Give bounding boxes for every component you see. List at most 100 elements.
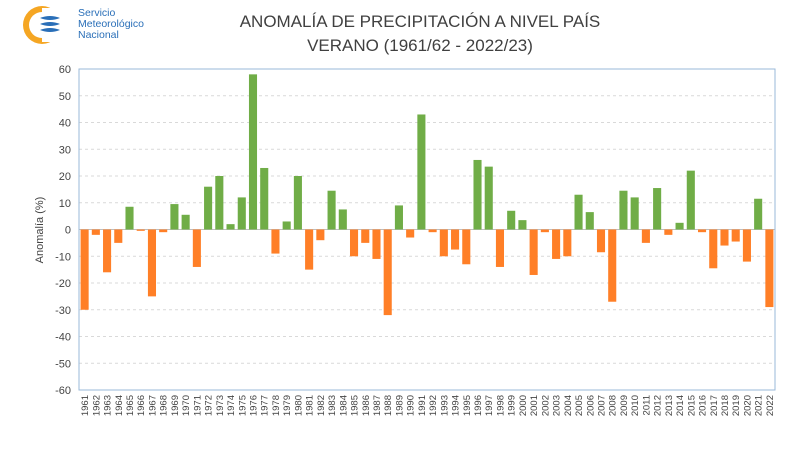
y-tick-label: 30: [59, 144, 71, 156]
x-axis-ticks: 1961 1962 1963 1964 1965 1966 1967 1968 1969 1970…: [80, 395, 776, 416]
bar-1985: [349, 229, 359, 257]
x-tick-label: 1996: [473, 395, 484, 416]
x-tick-label: 1977: [260, 395, 271, 416]
x-tick-label: 2003: [552, 395, 563, 416]
bar-1970: [181, 214, 190, 230]
x-tick-label: 2015: [686, 395, 697, 416]
x-tick-label: 2005: [574, 395, 585, 416]
x-tick-label: 1969: [170, 395, 181, 416]
x-tick-label: 1998: [495, 395, 506, 416]
bar-1969: [170, 204, 179, 230]
bar-2013: [664, 229, 673, 235]
bar-1965: [125, 206, 134, 230]
bar-2009: [619, 190, 628, 230]
y-tick-label: 60: [59, 64, 71, 76]
x-tick-label: 2014: [675, 395, 686, 416]
y-tick-label: -20: [55, 278, 71, 290]
bar-1995: [462, 229, 471, 265]
bar-2016: [697, 229, 707, 233]
bar-1977: [260, 167, 269, 230]
x-tick-label: 1997: [484, 395, 495, 416]
x-tick-label: 2000: [518, 395, 529, 416]
bar-1966: [136, 229, 145, 231]
x-tick-label: 1968: [159, 395, 170, 416]
y-tick-label: 40: [59, 118, 71, 130]
plot-area-frame: [78, 68, 776, 391]
y-tick-label: -10: [55, 251, 71, 263]
x-tick-label: 2013: [664, 395, 675, 416]
bar-1967: [147, 229, 157, 297]
x-tick-label: 1988: [383, 395, 394, 416]
x-tick-label: 1981: [305, 395, 316, 416]
x-tick-label: 1964: [114, 395, 125, 416]
x-tick-label: 2010: [630, 395, 641, 416]
y-tick-label: 50: [59, 91, 71, 103]
bars: [80, 74, 774, 316]
x-tick-label: 2017: [709, 395, 720, 416]
x-tick-label: 1986: [361, 395, 372, 416]
x-tick-label: 1961: [80, 395, 91, 416]
x-tick-label: 1982: [316, 395, 327, 416]
bar-2004: [563, 229, 572, 257]
y-axis-ticks: 60 50 40 30 20 10 0 -10 -20 -30 -40 -50 -60: [55, 64, 71, 397]
x-tick-label: 1985: [350, 395, 361, 416]
x-tick-label: 1991: [417, 395, 428, 416]
bar-2002: [540, 229, 549, 233]
bar-1975: [237, 197, 246, 230]
bar-2006: [585, 212, 594, 230]
x-tick-label: 1963: [103, 395, 114, 416]
y-tick-label: -60: [55, 385, 71, 397]
bar-1998: [495, 229, 505, 267]
bar-1984: [338, 209, 347, 230]
x-tick-label: 1978: [271, 395, 282, 416]
bar-2014: [675, 222, 684, 230]
x-tick-label: 2006: [585, 395, 596, 416]
bar-1991: [417, 114, 426, 230]
bar-1993: [439, 229, 448, 257]
y-tick-label: 10: [59, 198, 71, 210]
bar-1997: [484, 166, 493, 230]
bar-2007: [596, 229, 606, 253]
x-tick-label: 1971: [192, 395, 203, 416]
bar-2000: [518, 220, 527, 230]
bar-2005: [574, 194, 583, 230]
bar-1976: [248, 74, 258, 230]
bar-1974: [226, 224, 235, 230]
x-tick-label: 1995: [462, 395, 473, 416]
x-tick-label: 1976: [249, 395, 260, 416]
logo-line-2: Meteorológico: [78, 18, 144, 30]
bar-1964: [114, 229, 123, 243]
bar-2021: [754, 198, 763, 230]
bar-1973: [215, 176, 224, 230]
x-tick-label: 2009: [619, 395, 630, 416]
x-tick-label: 1973: [215, 395, 226, 416]
bar-1994: [451, 229, 460, 250]
chart-title: ANOMALÍA DE PRECIPITACIÓN A NIVEL PAÍS: [239, 12, 601, 31]
x-tick-label: 1999: [507, 395, 518, 416]
x-tick-label: 1970: [181, 395, 192, 416]
x-tick-label: 2022: [765, 395, 776, 416]
x-tick-label: 2008: [608, 395, 619, 416]
x-tick-label: 1989: [394, 395, 405, 416]
bar-2019: [731, 229, 740, 242]
bar-1968: [159, 229, 168, 233]
bar-1999: [507, 210, 516, 230]
bar-1980: [293, 176, 302, 230]
x-tick-label: 2007: [597, 395, 608, 416]
y-axis-label: Anomalía (%): [34, 197, 46, 264]
x-tick-label: 1967: [147, 395, 158, 416]
x-tick-label: 2001: [529, 395, 540, 416]
x-tick-label: 2020: [742, 395, 753, 416]
logo-line-1: Servicio: [78, 7, 116, 19]
bar-2020: [742, 229, 751, 262]
x-tick-label: 2018: [720, 395, 731, 416]
bar-2003: [552, 229, 561, 259]
x-tick-label: 1994: [451, 395, 462, 416]
smn-logo-icon: [23, 6, 68, 44]
bar-1992: [428, 229, 437, 233]
bar-1989: [394, 205, 403, 230]
bar-1982: [316, 229, 325, 241]
bar-2015: [686, 170, 695, 230]
bar-1962: [91, 229, 100, 235]
